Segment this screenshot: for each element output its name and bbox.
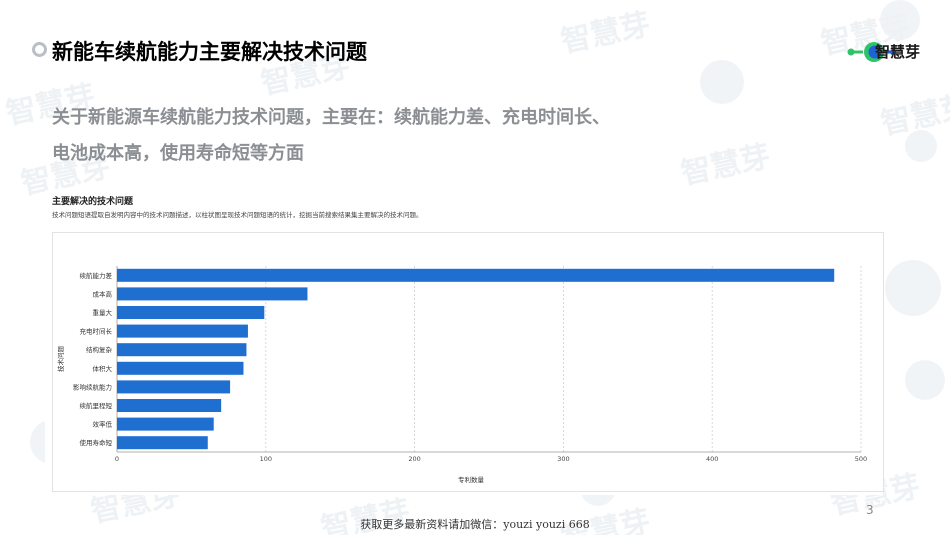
footer-note: 获取更多最新资料请加微信：youzi youzi 668 bbox=[360, 518, 590, 531]
slide-title: 新能车续航能力主要解决技术问题 bbox=[52, 40, 367, 64]
page-number: 3 bbox=[866, 503, 874, 517]
x-tick-label: 0 bbox=[115, 455, 119, 463]
chart-description: 技术问题短语提取自发明内容中的技术问题描述，以柱状图呈现技术问题短语的统计，挖掘… bbox=[52, 211, 423, 219]
y-axis-title: 技术问题 bbox=[56, 346, 65, 373]
category-label: 效率低 bbox=[93, 420, 113, 429]
bar bbox=[117, 380, 231, 394]
x-tick-label: 200 bbox=[408, 455, 420, 463]
x-tick-label: 500 bbox=[855, 455, 867, 463]
logo-mark-icon bbox=[847, 42, 896, 62]
bar bbox=[117, 305, 265, 320]
bar bbox=[117, 287, 308, 301]
category-label: 成本高 bbox=[93, 289, 113, 298]
logo-dot-left bbox=[847, 48, 855, 56]
category-label: 使用寿命短 bbox=[80, 438, 113, 447]
category-label: 续航里程短 bbox=[80, 401, 113, 410]
category-label: 影响续航能力 bbox=[73, 382, 112, 391]
logo-text: 智慧芽 bbox=[875, 43, 921, 61]
x-tick-label: 400 bbox=[706, 455, 718, 463]
x-axis-title: 专利数量 bbox=[458, 475, 485, 484]
chart-heading: 主要解决的技术问题 bbox=[52, 197, 134, 207]
bar bbox=[117, 436, 208, 450]
bar bbox=[117, 361, 244, 375]
x-tick-label: 100 bbox=[260, 455, 272, 463]
bar bbox=[117, 324, 248, 338]
logo-dot-right bbox=[890, 49, 896, 55]
summary-line-1: 关于新能源车续航能力技术问题，主要在：续航能力差、充电时间长、 bbox=[52, 107, 610, 128]
summary-line-2: 电池成本高，使用寿命短等方面 bbox=[52, 143, 304, 164]
logo-bar-left bbox=[853, 50, 863, 54]
x-tick-label: 300 bbox=[557, 455, 569, 463]
logo-bar-right bbox=[884, 50, 891, 54]
summary-text: 关于新能源车续航能力技术问题，主要在：续航能力差、充电时间长、 电池成本高，使用… bbox=[52, 100, 652, 172]
category-label: 续航能力差 bbox=[80, 271, 113, 280]
title-bullet-icon bbox=[32, 42, 47, 57]
bar bbox=[117, 343, 247, 357]
category-label: 结构复杂 bbox=[86, 345, 113, 354]
category-label: 重量大 bbox=[93, 308, 113, 317]
logo-circle-inner bbox=[868, 45, 882, 59]
bar bbox=[117, 268, 835, 282]
bar bbox=[117, 417, 214, 431]
category-label: 充电时间长 bbox=[80, 327, 113, 336]
category-label: 体积大 bbox=[93, 364, 113, 373]
bar bbox=[117, 398, 222, 413]
